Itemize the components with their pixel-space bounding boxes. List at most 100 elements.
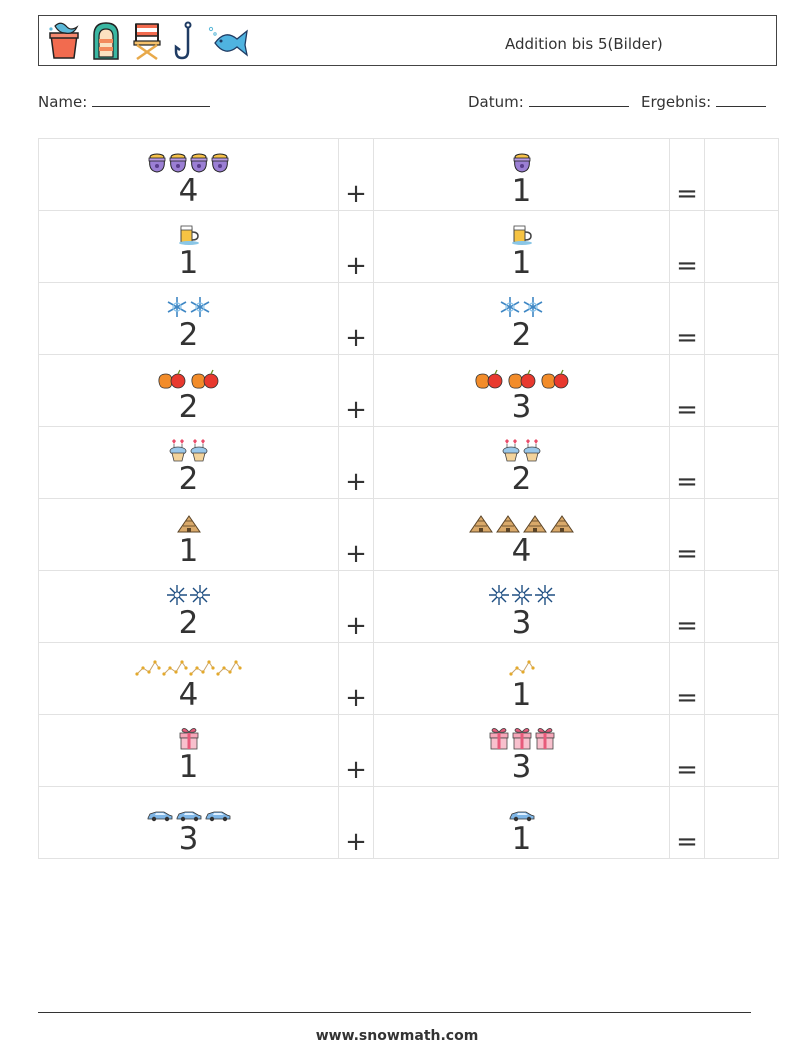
- addend-b-number: 2: [511, 461, 532, 497]
- addend-b-pictures: [374, 796, 669, 822]
- addition-table: 4 +1 = 1 +1 = 2 +2 = 2 +3 = 2 +2 = 1 +4 = 2 +3 = 4 +1 = 1 +3 = 3 +1 =: [38, 138, 779, 859]
- addend-b-pictures: [374, 292, 669, 318]
- addend-a-cell: 4: [38, 642, 339, 715]
- equals-sign: =: [669, 498, 705, 571]
- date-blank[interactable]: [528, 94, 629, 107]
- snowflake-outline-icon: [166, 584, 188, 606]
- problem-row: 4 +1 =: [38, 138, 779, 211]
- addend-a-number: 1: [178, 749, 199, 785]
- addend-a-cell: 1: [38, 714, 339, 787]
- answer-cell[interactable]: [704, 138, 779, 211]
- problem-row: 2 +2 =: [38, 426, 779, 499]
- addend-b-number: 1: [511, 245, 532, 281]
- addend-a-pictures: [39, 580, 338, 606]
- equals-sign: =: [669, 714, 705, 787]
- answer-cell[interactable]: [704, 714, 779, 787]
- equals-sign: =: [669, 354, 705, 427]
- answer-cell[interactable]: [704, 786, 779, 859]
- plus-sign: +: [338, 282, 374, 355]
- gift-box-icon: [511, 726, 533, 750]
- name-label: Name:: [38, 93, 88, 111]
- snowflake-outline-icon: [189, 584, 211, 606]
- plus-sign: +: [338, 786, 374, 859]
- addend-b-number: 1: [511, 677, 532, 713]
- cauldron-icon: [210, 152, 230, 174]
- problem-row: 1 +1 =: [38, 210, 779, 283]
- answer-cell[interactable]: [704, 498, 779, 571]
- gift-box-icon: [488, 726, 510, 750]
- pyramid-icon: [549, 514, 575, 534]
- answer-cell[interactable]: [704, 282, 779, 355]
- equals-sign: =: [669, 570, 705, 643]
- snowflake-outline-icon: [534, 584, 556, 606]
- apple-pear-icon: [506, 368, 538, 390]
- cauldron-icon: [189, 152, 209, 174]
- apple-pear-icon: [473, 368, 505, 390]
- snowflake-icon: [166, 296, 188, 318]
- plus-sign: +: [338, 210, 374, 283]
- problem-row: 1 +3 =: [38, 714, 779, 787]
- cauldron-icon: [147, 152, 167, 174]
- addend-b-cell: 3: [373, 354, 670, 427]
- addend-b-pictures: [374, 652, 669, 678]
- addend-b-number: 3: [511, 389, 532, 425]
- addend-a-number: 2: [178, 389, 199, 425]
- gift-box-icon: [178, 726, 200, 750]
- addend-a-pictures: [39, 292, 338, 318]
- problem-row: 2 +3 =: [38, 354, 779, 427]
- problem-row: 1 +4 =: [38, 498, 779, 571]
- addend-a-cell: 4: [38, 138, 339, 211]
- plus-sign: +: [338, 570, 374, 643]
- addend-a-cell: 2: [38, 354, 339, 427]
- addend-a-number: 1: [178, 245, 199, 281]
- addend-a-pictures: [39, 148, 338, 174]
- worksheet-title: Addition bis 5(Bilder): [505, 35, 663, 53]
- answer-cell[interactable]: [704, 210, 779, 283]
- result-blank[interactable]: [715, 94, 766, 107]
- cupcake-hearts-icon: [189, 438, 209, 462]
- constellation-icon: [135, 658, 161, 678]
- footer-url: www.snowmath.com: [315, 1028, 479, 1044]
- addend-a-number: 1: [178, 533, 199, 569]
- worksheet-header: Addition bis 5(Bilder): [38, 15, 777, 66]
- plus-sign: +: [338, 714, 374, 787]
- cupcake-hearts-icon: [522, 438, 542, 462]
- name-line: Name:: [38, 93, 211, 111]
- addend-b-cell: 4: [373, 498, 670, 571]
- answer-cell[interactable]: [704, 570, 779, 643]
- addend-a-pictures: [39, 508, 338, 534]
- result-line: Ergebnis:: [641, 93, 766, 111]
- apple-pear-icon: [539, 368, 571, 390]
- name-blank[interactable]: [92, 94, 211, 107]
- beer-mug-icon: [178, 224, 200, 246]
- addend-b-pictures: [374, 580, 669, 606]
- problem-row: 2 +2 =: [38, 282, 779, 355]
- addend-b-cell: 1: [373, 210, 670, 283]
- addend-a-pictures: [39, 220, 338, 246]
- date-line: Datum:: [468, 93, 629, 111]
- snowflake-icon: [499, 296, 521, 318]
- apple-pear-icon: [189, 368, 221, 390]
- answer-cell[interactable]: [704, 354, 779, 427]
- addend-b-cell: 1: [373, 642, 670, 715]
- addend-a-pictures: [39, 796, 338, 822]
- plus-sign: +: [338, 498, 374, 571]
- snowflake-icon: [522, 296, 544, 318]
- addend-b-pictures: [374, 364, 669, 390]
- fishing-hook-icon: [173, 21, 197, 61]
- addend-a-pictures: [39, 436, 338, 462]
- problem-row: 3 +1 =: [38, 786, 779, 859]
- car-icon: [146, 808, 174, 822]
- answer-cell[interactable]: [704, 426, 779, 499]
- addend-b-number: 1: [511, 173, 532, 209]
- gift-box-icon: [534, 726, 556, 750]
- apple-pear-icon: [156, 368, 188, 390]
- pyramid-icon: [176, 514, 202, 534]
- addend-b-cell: 3: [373, 714, 670, 787]
- addend-b-cell: 1: [373, 138, 670, 211]
- equals-sign: =: [669, 138, 705, 211]
- addend-b-number: 3: [511, 749, 532, 785]
- equals-sign: =: [669, 426, 705, 499]
- answer-cell[interactable]: [704, 642, 779, 715]
- addend-a-cell: 2: [38, 426, 339, 499]
